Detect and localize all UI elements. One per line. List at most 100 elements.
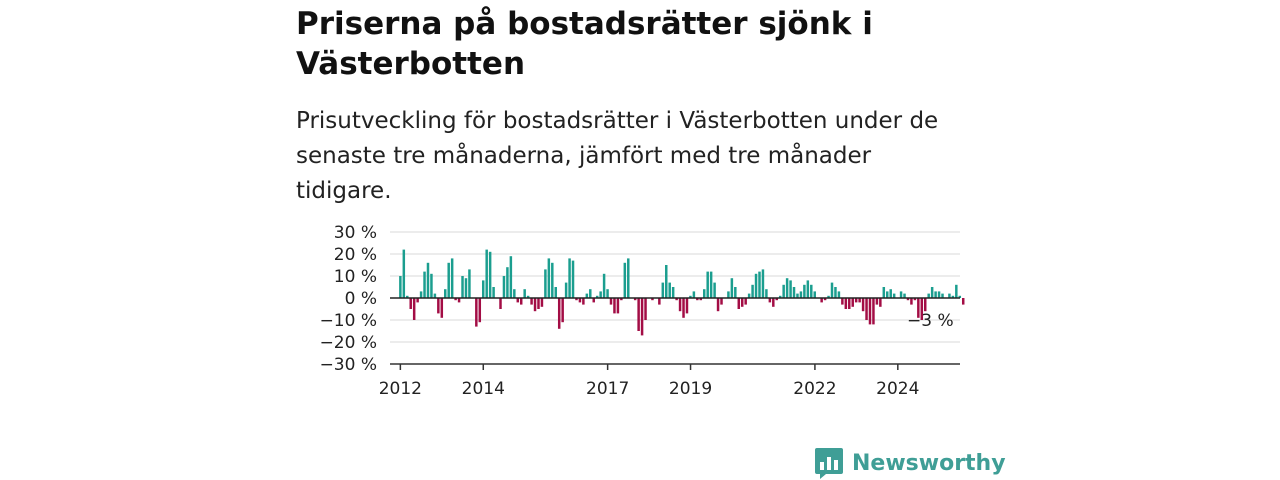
bar [416,298,419,303]
bar [644,298,647,320]
bar [450,258,454,298]
bar [533,298,537,312]
bar [813,291,816,298]
bar [744,298,747,305]
bar [913,298,917,301]
bar [934,291,937,298]
bar [827,295,830,298]
bar [478,298,482,323]
bar [903,293,906,298]
bar [633,298,637,301]
bar [613,298,616,314]
bar [671,287,675,298]
bar [606,289,609,298]
bar [899,291,903,298]
x-tick-label: 2024 [876,379,919,399]
bar [702,289,706,298]
bar [692,291,696,298]
x-tick-label: 2022 [793,379,836,399]
bar [499,298,502,309]
bar [713,282,716,298]
bar [810,284,813,298]
bar [865,298,868,320]
bar [481,280,485,298]
y-tick-label: −10 % [320,311,377,331]
bar [530,298,533,305]
bar [889,289,892,298]
bar [447,262,450,298]
bar [720,298,723,305]
y-tick-label: 0 % [345,289,377,309]
bar [685,298,689,314]
bar [875,298,879,305]
bar [803,284,806,298]
bar [557,298,561,329]
bar [709,271,713,298]
bar [409,298,412,309]
x-tick-label: 2017 [586,379,629,399]
bar [796,293,799,298]
bar [502,276,506,298]
bar [861,298,865,312]
bar [461,276,464,298]
bar [506,267,509,298]
bar [768,298,772,303]
brand-name: Newsworthy [852,450,1006,476]
bar [716,298,720,312]
bar [412,298,416,320]
bar [958,295,962,298]
y-tick-label: 20 % [334,245,377,265]
bar [830,282,834,298]
bar [589,289,592,298]
bar [544,269,547,298]
bar [571,260,575,298]
bar [609,298,613,305]
bar [948,293,951,298]
chart-subtitle: Prisutveckling för bostadsrätter i Väste… [296,108,939,204]
bar [537,298,540,309]
bar [868,298,872,325]
bar [523,289,526,298]
bar [917,298,920,318]
bar [540,298,544,307]
bar [554,287,557,298]
bar [547,258,551,298]
bar [426,262,430,298]
bar [399,276,402,298]
bar [661,282,665,298]
bar [568,258,571,298]
bar [924,298,927,312]
bar [837,291,841,298]
y-tick-label: 10 % [334,267,377,287]
bar [475,298,478,327]
bar [841,298,844,305]
bar [582,298,585,305]
bar [775,298,779,301]
bar [910,298,913,305]
bar [782,284,785,298]
bar [575,298,578,301]
bar [689,295,692,298]
bar [851,298,854,307]
bar [464,278,468,298]
bar [941,293,944,298]
bar [602,273,606,298]
grid-lines [390,231,960,343]
bar [406,295,409,298]
bar [955,284,958,298]
bar [637,298,640,331]
bar [526,295,530,298]
y-tick-label: 30 % [334,223,377,243]
bar [640,298,644,336]
bar [879,298,882,307]
bar [906,298,910,301]
bar [519,298,523,305]
bar [516,298,520,303]
bar [402,249,406,298]
bar [799,291,803,298]
bar [740,298,744,307]
bar [734,287,737,298]
bar [751,284,754,298]
x-tick-label: 2012 [379,379,422,399]
x-axis-tick-labels: 2012 2014 2017 2019 2022 2024 [379,364,919,399]
